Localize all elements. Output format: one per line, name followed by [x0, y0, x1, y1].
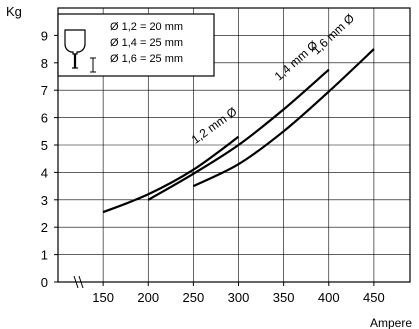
y-tick-labels: 0 1 2 3 4 5 6 7 8 9	[41, 28, 48, 290]
x-axis-label: Ampere	[370, 316, 412, 329]
stickout-dimension-icon	[90, 57, 96, 73]
y-axis-label: Kg	[6, 4, 22, 19]
y-tick-label: 0	[41, 275, 48, 290]
x-tick-label: 250	[183, 290, 205, 305]
y-tick-label: 4	[41, 165, 48, 180]
x-tick-label: 450	[363, 290, 385, 305]
x-tick-labels: 150 200 250 300 350 400 450	[92, 290, 384, 305]
legend-entry: Ø 1,2 = 20 mm	[110, 21, 183, 33]
grid-lines	[54, 8, 410, 286]
legend-entry: Ø 1,4 = 25 mm	[110, 37, 183, 49]
y-tick-label: 6	[41, 111, 48, 126]
series-lines	[102, 48, 375, 214]
y-tick-label: 8	[41, 56, 48, 71]
y-tick-label: 9	[41, 28, 48, 43]
legend-entry: Ø 1,6 = 25 mm	[110, 53, 183, 65]
x-tick-label: 200	[137, 290, 159, 305]
y-tick-label: 2	[41, 220, 48, 235]
y-tick-label: 5	[41, 138, 48, 153]
series-line	[102, 135, 240, 214]
welding-torch-icon	[64, 29, 86, 69]
y-tick-label: 3	[41, 193, 48, 208]
legend: Ø 1,2 = 20 mm Ø 1,4 = 25 mm Ø 1,6 = 25 m…	[57, 13, 215, 77]
series-line	[192, 48, 375, 188]
axis-break-mark	[73, 275, 84, 289]
x-tick-label: 350	[273, 290, 295, 305]
y-tick-label: 7	[41, 83, 48, 98]
x-tick-label: 400	[318, 290, 340, 305]
y-tick-label: 1	[41, 248, 48, 263]
x-tick-label: 150	[92, 290, 114, 305]
x-tick-label: 300	[228, 290, 250, 305]
series-line	[147, 68, 330, 201]
